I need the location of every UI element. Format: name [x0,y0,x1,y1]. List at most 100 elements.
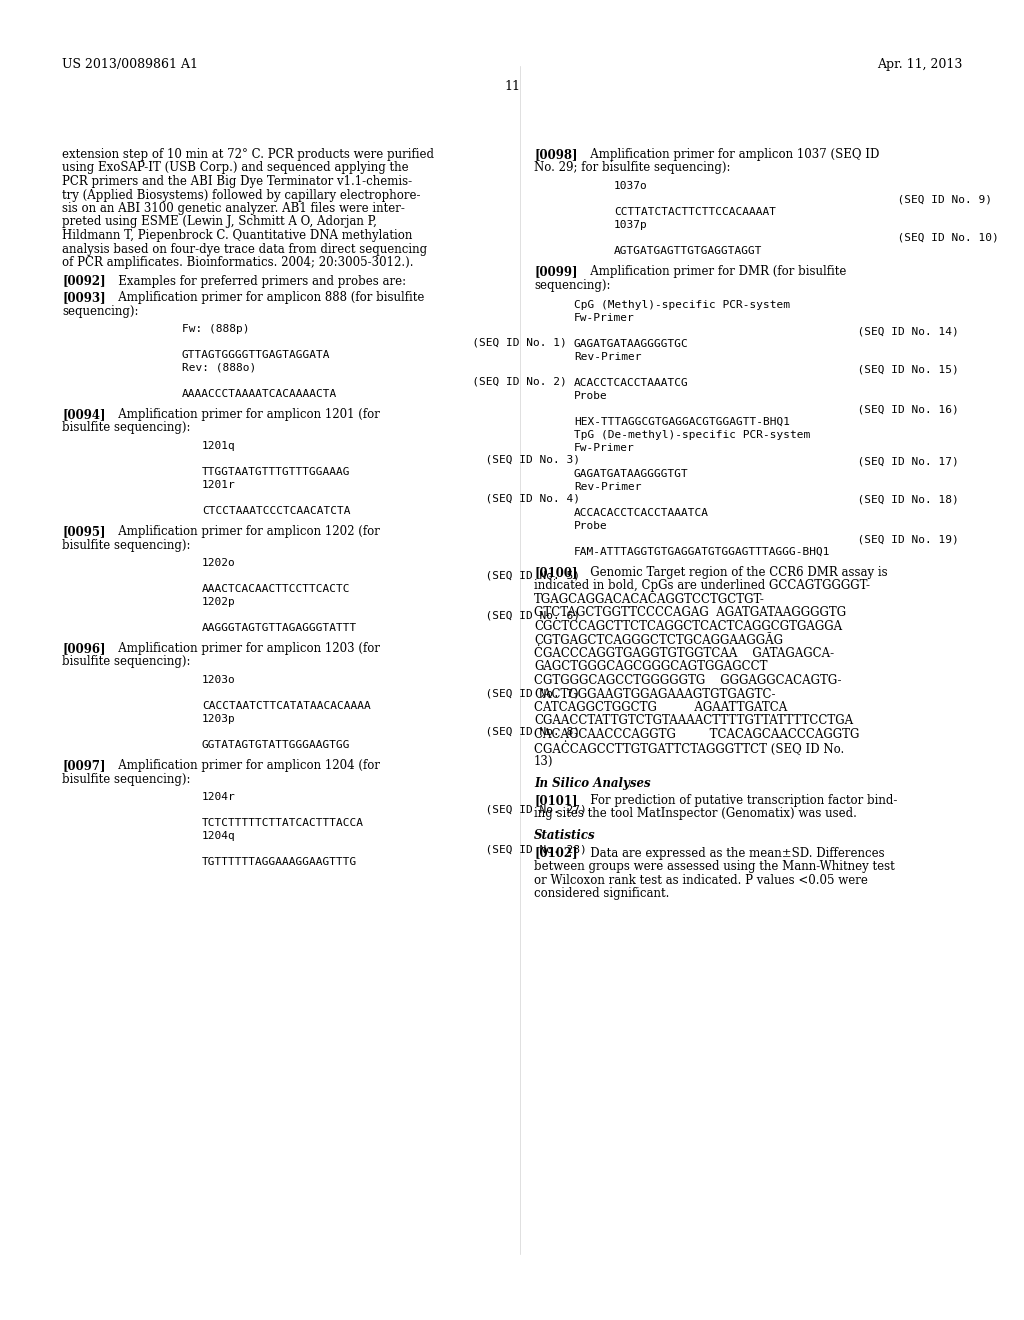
Text: Genomic Target region of the CCR6 DMR assay is: Genomic Target region of the CCR6 DMR as… [579,566,888,579]
Text: Apr. 11, 2013: Apr. 11, 2013 [877,58,962,71]
Text: 1202p: 1202p [202,597,236,607]
Text: FAM-ATTTAGGTGTGAGGATGTGGAGTTTAGGG-BHQ1: FAM-ATTTAGGTGTGAGGATGTGGAGTTTAGGG-BHQ1 [574,546,830,557]
Text: (SEQ ID No. 6): (SEQ ID No. 6) [202,610,580,620]
Text: [0098]: [0098] [534,148,578,161]
Text: In Silico Analyses: In Silico Analyses [534,776,650,789]
Text: Hildmann T, Piepenbrock C. Quantitative DNA methylation: Hildmann T, Piepenbrock C. Quantitative … [62,228,413,242]
Text: bisulfite sequencing):: bisulfite sequencing): [62,421,190,434]
Text: (SEQ ID No. 27): (SEQ ID No. 27) [202,805,587,814]
Text: AGTGATGAGTTGTGAGGTAGGT: AGTGATGAGTTGTGAGGTAGGT [614,246,763,256]
Text: Rev: (888o): Rev: (888o) [182,363,256,374]
Text: (SEQ ID No. 3): (SEQ ID No. 3) [202,454,580,465]
Text: CGTGGGCAGCCTGGGGGTG    GGGAGGCACAGTG-: CGTGGGCAGCCTGGGGGTG GGGAGGCACAGTG- [534,675,842,686]
Text: sequencing):: sequencing): [62,305,138,318]
Text: Rev-Primer: Rev-Primer [574,482,641,492]
Text: GAGATGATAAGGGGTGT: GAGATGATAAGGGGTGT [574,469,689,479]
Text: considered significant.: considered significant. [534,887,670,900]
Text: 1201q: 1201q [202,441,236,451]
Text: 1203o: 1203o [202,675,236,685]
Text: 1204q: 1204q [202,832,236,841]
Text: (SEQ ID No. 2): (SEQ ID No. 2) [182,376,566,385]
Text: 1037p: 1037p [614,220,648,230]
Text: bisulfite sequencing):: bisulfite sequencing): [62,539,190,552]
Text: (SEQ ID No. 8): (SEQ ID No. 8) [202,727,580,737]
Text: TCTCTTTTTCTTATCACTTTACCA: TCTCTTTTTCTTATCACTTTACCA [202,818,364,828]
Text: between groups were assessed using the Mann-Whitney test: between groups were assessed using the M… [534,861,895,873]
Text: (SEQ ID No. 28): (SEQ ID No. 28) [202,843,587,854]
Text: CACCTAATCTTCATATAACACAAAA: CACCTAATCTTCATATAACACAAAA [202,701,371,711]
Text: [0094]: [0094] [62,408,105,421]
Text: TTGGTAATGTTTGTTTGGAAAG: TTGGTAATGTTTGTTTGGAAAG [202,467,350,477]
Text: or Wilcoxon rank test as indicated. P values <0.05 were: or Wilcoxon rank test as indicated. P va… [534,874,868,887]
Text: Probe: Probe [574,521,608,531]
Text: CACTGGGAAGTGGAGAAAGTGTGAGTC-: CACTGGGAAGTGGAGAAAGTGTGAGTC- [534,688,775,701]
Text: CpG (Methyl)-specific PCR-system: CpG (Methyl)-specific PCR-system [574,300,790,310]
Text: [0100]: [0100] [534,566,578,579]
Text: indicated in bold, CpGs are underlined GCCAGTGGGGT-: indicated in bold, CpGs are underlined G… [534,579,870,593]
Text: CGAACCTATTGTCTGTAAAACTTTTGTTATTTTCCTGA: CGAACCTATTGTCTGTAAAACTTTTGTTATTTTCCTGA [534,714,853,727]
Text: CCTTATCTACTTCTTCCACAAAAT: CCTTATCTACTTCTTCCACAAAAT [614,207,776,216]
Text: AAACTCACAACTTCCTTCACTC: AAACTCACAACTTCCTTCACTC [202,583,350,594]
Text: (SEQ ID No. 14): (SEQ ID No. 14) [574,326,958,337]
Text: 1201r: 1201r [202,480,236,490]
Text: Fw-Primer: Fw-Primer [574,444,635,453]
Text: [0095]: [0095] [62,525,105,539]
Text: bisulfite sequencing):: bisulfite sequencing): [62,656,190,668]
Text: AAGGGTAGTGTTAGAGGGTATTT: AAGGGTAGTGTTAGAGGGTATTT [202,623,357,634]
Text: Data are expressed as the mean±SD. Differences: Data are expressed as the mean±SD. Diffe… [579,846,885,859]
Text: ing sites the tool MatInspector (Genomatix) was used.: ing sites the tool MatInspector (Genomat… [534,808,857,821]
Text: Amplification primer for amplicon 1203 (for: Amplification primer for amplicon 1203 (… [106,642,380,655]
Text: CGCTCCAGCTTCTCAGGCTCACTCAGGCGTGAGGA: CGCTCCAGCTTCTCAGGCTCACTCAGGCGTGAGGA [534,620,842,634]
Text: Amplification primer for DMR (for bisulfite: Amplification primer for DMR (for bisulf… [579,265,847,279]
Text: CGTGAGCTCAGGGCTCTGCAGGAAGGĀG: CGTGAGCTCAGGGCTCTGCAGGAAGGĀG [534,634,783,647]
Text: try (Applied Biosystems) followed by capillary electrophore-: try (Applied Biosystems) followed by cap… [62,189,421,202]
Text: (SEQ ID No. 15): (SEQ ID No. 15) [574,366,958,375]
Text: 1202o: 1202o [202,558,236,568]
Text: sis on an ABI 3100 genetic analyzer. AB1 files were inter-: sis on an ABI 3100 genetic analyzer. AB1… [62,202,404,215]
Text: [0102]: [0102] [534,846,578,859]
Text: 11: 11 [504,81,520,92]
Text: (SEQ ID No. 16): (SEQ ID No. 16) [574,404,958,414]
Text: 1203p: 1203p [202,714,236,723]
Text: [0101]: [0101] [534,795,578,807]
Text: ĊGACCCAGGTGAGGTGTGGTCAA    GATAGAGCA-: ĊGACCCAGGTGAGGTGTGGTCAA GATAGAGCA- [534,647,835,660]
Text: [0096]: [0096] [62,642,105,655]
Text: [0093]: [0093] [62,290,105,304]
Text: For prediction of putative transcription factor bind-: For prediction of putative transcription… [579,795,897,807]
Text: 1204r: 1204r [202,792,236,803]
Text: (SEQ ID No. 17): (SEQ ID No. 17) [574,455,958,466]
Text: AAAACCCTAAAATCACAAAACTA: AAAACCCTAAAATCACAAAACTA [182,389,337,399]
Text: 1037o: 1037o [614,181,648,191]
Text: (SEQ ID No. 19): (SEQ ID No. 19) [574,535,958,544]
Text: (SEQ ID No. 18): (SEQ ID No. 18) [574,495,958,506]
Text: CGAĊCAGCCTTGTGATTCTAGGGTTCT (SEQ ID No.: CGAĊCAGCCTTGTGATTCTAGGGTTCT (SEQ ID No. [534,742,844,756]
Text: CATCAGGCTGGCTG          AGAATTGATCA: CATCAGGCTGGCTG AGAATTGATCA [534,701,787,714]
Text: 13): 13) [534,755,554,768]
Text: [0099]: [0099] [534,265,578,279]
Text: GGTATAGTGTATTGGGAAGTGG: GGTATAGTGTATTGGGAAGTGG [202,741,350,750]
Text: [0097]: [0097] [62,759,105,772]
Text: using ExoSAP-IT (USB Corp.) and sequenced applying the: using ExoSAP-IT (USB Corp.) and sequence… [62,161,409,174]
Text: bisulfite sequencing):: bisulfite sequencing): [62,772,190,785]
Text: analysis based on four-dye trace data from direct sequencing: analysis based on four-dye trace data fr… [62,243,427,256]
Text: Amplification primer for amplicon 1201 (for: Amplification primer for amplicon 1201 (… [106,408,380,421]
Text: [0092]: [0092] [62,275,105,288]
Text: GAGCTGGGCAGCGGGCAGTGGAGCCT: GAGCTGGGCAGCGGGCAGTGGAGCCT [534,660,768,673]
Text: Rev-Primer: Rev-Primer [574,352,641,362]
Text: No. 29; for bisulfite sequencing):: No. 29; for bisulfite sequencing): [534,161,730,174]
Text: Fw-Primer: Fw-Primer [574,313,635,323]
Text: PCR primers and the ABI Big Dye Terminator v1.1-chemis-: PCR primers and the ABI Big Dye Terminat… [62,176,412,187]
Text: preted using ESME (Lewin J, Schmitt A O, Adorjan P,: preted using ESME (Lewin J, Schmitt A O,… [62,215,377,228]
Text: Amplification primer for amplicon 888 (for bisulfite: Amplification primer for amplicon 888 (f… [106,290,424,304]
Text: Fw: (888p): Fw: (888p) [182,323,250,334]
Text: TGTTTTTTAGGAAAGGAAGTTTG: TGTTTTTTAGGAAAGGAAGTTTG [202,857,357,867]
Text: (SEQ ID No. 1): (SEQ ID No. 1) [182,337,566,347]
Text: sequencing):: sequencing): [534,279,610,292]
Text: CTCCTAAATCCCTCAACATCTA: CTCCTAAATCCCTCAACATCTA [202,506,350,516]
Text: US 2013/0089861 A1: US 2013/0089861 A1 [62,58,198,71]
Text: Examples for preferred primers and probes are:: Examples for preferred primers and probe… [106,275,407,288]
Text: Amplification primer for amplicon 1037 (SEQ ID: Amplification primer for amplicon 1037 (… [579,148,880,161]
Text: (SEQ ID No. 9): (SEQ ID No. 9) [614,194,992,205]
Text: TGAGCAGGACACACAGGTCCTGCTGT-: TGAGCAGGACACACAGGTCCTGCTGT- [534,593,765,606]
Text: extension step of 10 min at 72° C. PCR products were purified: extension step of 10 min at 72° C. PCR p… [62,148,434,161]
